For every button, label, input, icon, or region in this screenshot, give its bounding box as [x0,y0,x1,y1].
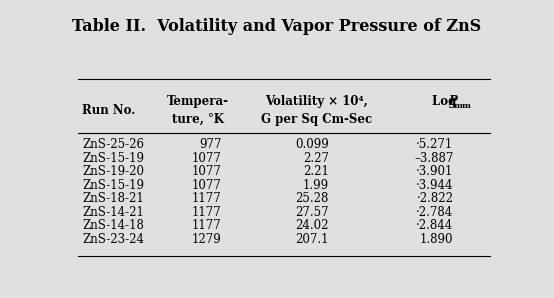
Text: 1.99: 1.99 [303,179,329,192]
Text: 1177: 1177 [192,206,222,219]
Text: 25.28: 25.28 [296,193,329,205]
Text: ZnS-25-26: ZnS-25-26 [82,138,144,151]
Text: mm: mm [454,102,472,110]
Text: G per Sq Cm-Sec: G per Sq Cm-Sec [260,113,372,126]
Text: Log: Log [432,95,460,108]
Text: 1.890: 1.890 [420,233,454,246]
Text: 1177: 1177 [192,193,222,205]
Text: ZnS-19-20: ZnS-19-20 [82,165,144,178]
Text: 24.02: 24.02 [295,220,329,232]
Text: 1077: 1077 [192,179,222,192]
Text: 1177: 1177 [192,220,222,232]
Text: Tempera-: Tempera- [167,95,229,108]
Text: ·3.944: ·3.944 [416,179,454,192]
Text: 2.21: 2.21 [303,165,329,178]
Text: ·2.784: ·2.784 [416,206,454,219]
Text: Run No.: Run No. [82,104,136,117]
Text: 2.27: 2.27 [303,152,329,165]
Text: ·2.844: ·2.844 [416,220,454,232]
Text: ·5.271: ·5.271 [416,138,454,151]
Text: 1279: 1279 [192,233,222,246]
Text: ture, °K: ture, °K [172,113,224,126]
Text: ZnS-18-21: ZnS-18-21 [82,193,144,205]
Text: ·3.901: ·3.901 [416,165,454,178]
Text: ZnS-15-19: ZnS-15-19 [82,179,144,192]
Text: 1077: 1077 [192,165,222,178]
Text: P: P [448,95,457,108]
Text: ZnS-15-19: ZnS-15-19 [82,152,144,165]
Text: 1077: 1077 [192,152,222,165]
Text: –3.887: –3.887 [414,152,454,165]
Text: ZnS-23-24: ZnS-23-24 [82,233,144,246]
Text: Table II.  Volatility and Vapor Pressure of ZnS: Table II. Volatility and Vapor Pressure … [73,18,481,35]
Text: ZnS-14-18: ZnS-14-18 [82,220,144,232]
Text: 977: 977 [199,138,222,151]
Text: Volatility × 10⁴,: Volatility × 10⁴, [265,95,367,108]
Text: 207.1: 207.1 [295,233,329,246]
Text: 0.099: 0.099 [295,138,329,151]
Text: ·2.822: ·2.822 [417,193,454,205]
Text: 27.57: 27.57 [295,206,329,219]
Text: ZnS-14-21: ZnS-14-21 [82,206,144,219]
